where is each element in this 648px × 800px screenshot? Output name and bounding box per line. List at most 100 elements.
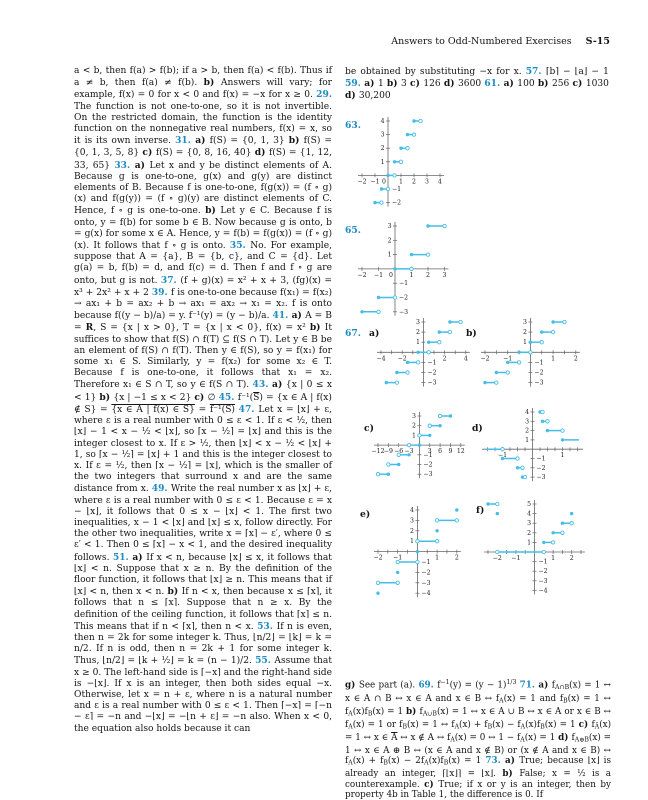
text-run: (x) = 1 [544,719,579,730]
text-run: a) [538,680,552,691]
text-run: b) [537,78,552,90]
text-run: A [499,697,504,705]
svg-text:2: 2 [455,555,459,562]
text-run: (x) = 1 [524,732,559,743]
exercise-number: 47. [238,403,259,415]
text-run: 3 [401,79,411,90]
text-run: (x) + f [352,756,384,767]
exercise-number: 31. [175,135,196,147]
text-run: f⁻¹( [237,392,254,403]
svg-text:0: 0 [389,272,393,279]
text-run: Let y ∈ C. Because f is onto, y = f(b) f… [74,206,332,252]
text-run: True; because ⌊x⌋ is already an integer,… [345,756,611,780]
text-run: , S = {x | x > 0}, T = {x | x < 0}, f(x)… [93,323,310,334]
running-head: Answers to Odd-Numbered Exercises S-15 [0,36,610,47]
exercise-number: 55. [255,655,275,667]
svg-text:−12: −12 [371,448,384,455]
svg-text:−9: −9 [384,448,393,455]
exercise-number: 59. [345,78,365,90]
text-run: f [551,680,556,691]
svg-text:1: 1 [410,272,414,279]
svg-text:−1: −1 [399,280,408,287]
svg-text:2: 2 [525,428,529,435]
exercise-number: 51. [112,551,133,563]
text-run: A⊕B [574,736,589,744]
svg-text:1: 1 [412,432,416,439]
svg-text:1: 1 [527,539,531,546]
svg-text:2: 2 [412,423,416,430]
figure-label-63: 63. [345,120,361,131]
text-run: (x) + f [459,719,488,730]
text-run: c) [410,78,424,90]
svg-text:12: 12 [457,448,465,455]
text-run: b) [386,78,402,90]
exercise-number: 39. [151,286,171,298]
svg-text:−1: −1 [374,272,383,279]
text-run: ↔ x ∉ A ↔ f [397,732,451,743]
text-run: (x) − f [492,719,521,730]
svg-text:−1: −1 [393,555,402,562]
figure-label-a: a) [369,328,380,339]
svg-text:−2: −2 [373,555,382,562]
svg-text:3: 3 [425,178,429,185]
text-run: B [563,697,568,705]
text-run: If n < x, then because x ≤ ⌈x⌉, it follo… [74,587,332,632]
svg-text:1: 1 [525,437,529,444]
svg-text:2: 2 [570,555,574,562]
svg-text:1: 1 [410,538,414,545]
svg-text:−1: −1 [421,559,430,566]
exercise-number: 45. [218,391,238,403]
text-run: (f + g)(x) = x² + x + 3, (fg)(x) = x³ + … [74,275,332,298]
svg-text:−2: −2 [539,568,548,575]
exercise-number: 73. [485,756,505,767]
svg-text:−2: −2 [423,462,432,469]
graph-65: −2 −1 0 1 2 3 1 2 3 −1 −2 −3 [357,222,449,316]
text-run: f [571,732,575,743]
svg-text:2: 2 [388,237,392,244]
svg-text:1: 1 [523,339,527,346]
text-run: c) [424,779,439,790]
text-run: S [253,392,260,403]
text-run: The function is not one-to-one, so it is… [74,101,332,147]
text-run: {x | −1 ≤ x < 2} [113,392,195,403]
text-run: f [419,706,423,717]
svg-text:−1: −1 [423,452,432,459]
text-run: (x) = 0 ↔ 1 − f [454,732,521,743]
text-run: (x) − 2f [387,756,425,767]
svg-text:3: 3 [428,448,432,455]
page-number: S-15 [585,36,610,47]
text-run: 100 [517,79,538,90]
svg-text:−1: −1 [392,186,401,193]
exercise-number: 69. [418,680,438,691]
exercise-number: 33. [114,159,135,171]
text-run: a) [195,135,210,147]
text-run: f(S) = {0, 1, 3, 5, 8} [74,136,332,159]
svg-text:4: 4 [464,355,468,362]
text-run: Let x = ⌊x⌋ + ε, where ε is a real numbe… [74,404,332,495]
figure-label-b: b) [466,328,477,339]
svg-text:−1: −1 [537,456,546,463]
svg-text:2: 2 [412,178,416,185]
left-column-text: a < b, then f(a) > f(b); if a > b, then … [74,66,332,735]
text-run: a) [272,379,286,391]
text-run: A [348,710,353,718]
text-run: a) [503,78,518,90]
text-run: A [348,759,353,767]
text-run: c) [142,147,156,159]
text-run: No. For example, suppose that A = {a}, B… [74,241,332,286]
text-run: b) [288,135,304,147]
text-run: −1 [440,679,450,686]
text-run: d) [345,90,359,102]
text-run: (x) = 1 or f [352,719,403,730]
text-run: 30,200 [358,91,391,102]
text-run: (x)f [352,706,368,717]
exercise-number: 53. [257,620,277,632]
text-run: f is one-to-one because f(x₁) = f(x₂) → … [74,287,332,322]
exercise-number: 43. [252,379,273,391]
svg-text:−1: −1 [427,359,436,366]
svg-text:−4: −4 [376,355,385,362]
text-run: a) [505,756,520,767]
text-run: It suffices to show that f(S) ∩ f(T) ⊆ f… [74,323,333,391]
